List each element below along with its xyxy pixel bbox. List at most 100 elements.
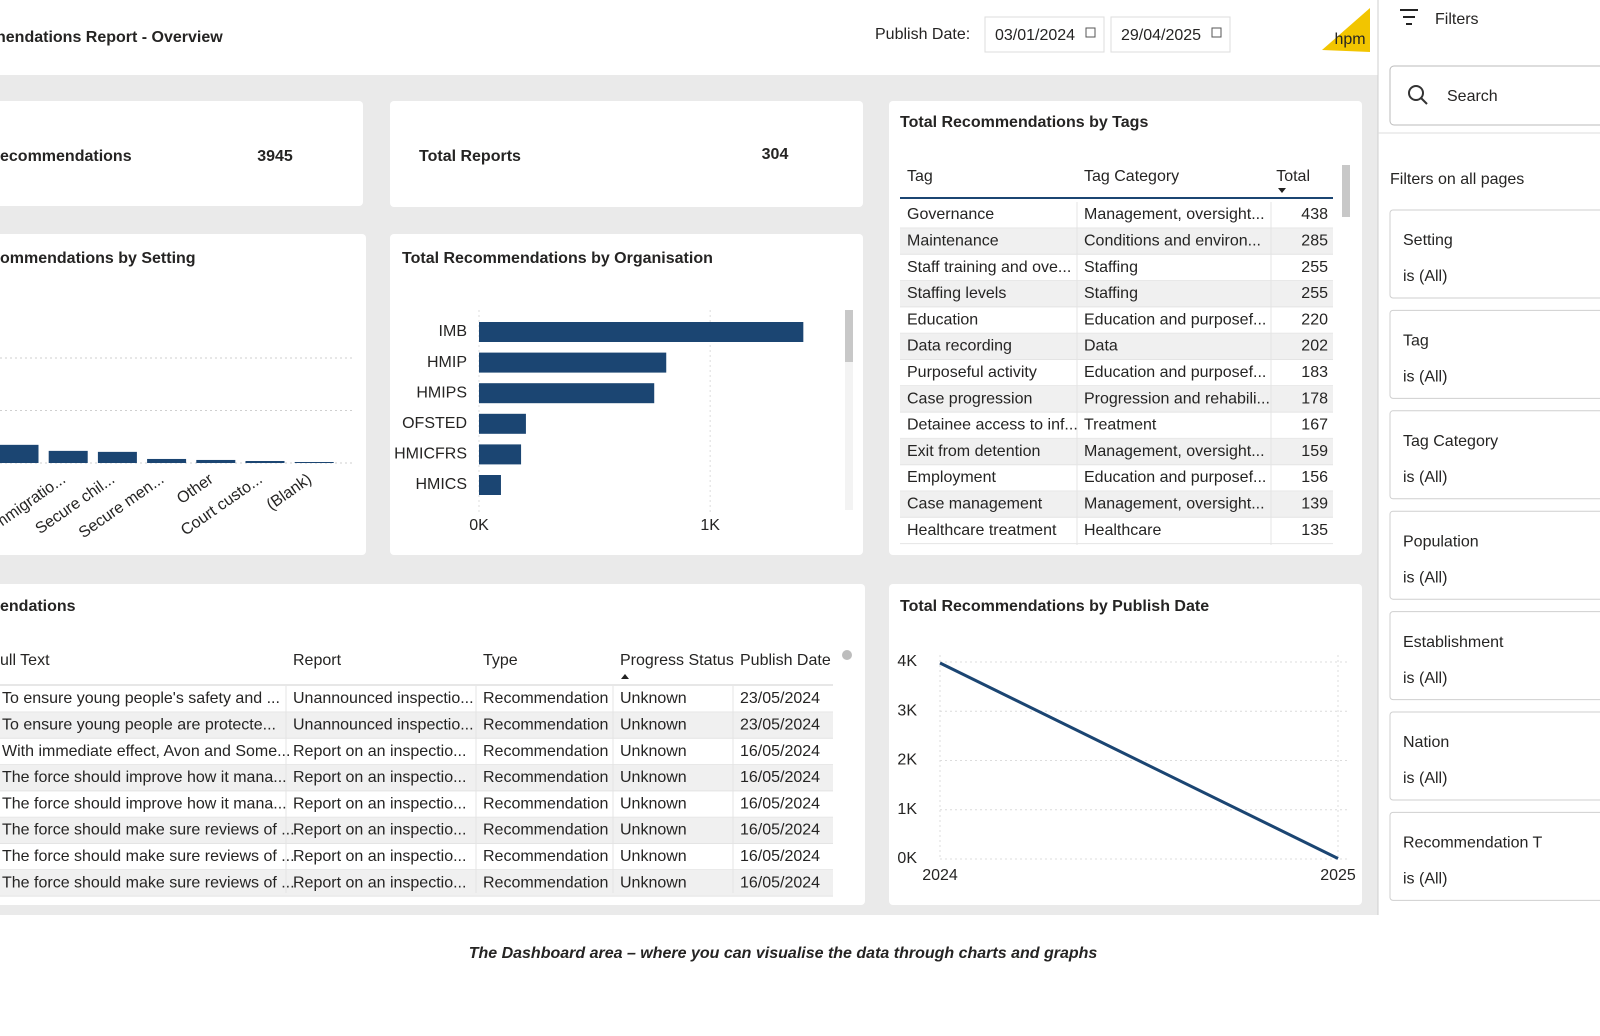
table-cell: Report on an inspectio... — [293, 822, 466, 839]
table-cell: Recommendation — [483, 743, 608, 760]
table-cell: 438 — [1301, 206, 1328, 223]
table-cell: 255 — [1301, 285, 1328, 302]
visual-panel — [390, 101, 863, 207]
scroll-indicator — [842, 650, 852, 660]
visual-panel — [0, 234, 366, 555]
table-cell: 16/05/2024 — [740, 769, 820, 786]
calendar-icon — [1085, 27, 1096, 38]
filter-name: Establishment — [1403, 634, 1504, 651]
row-band — [0, 870, 833, 897]
bar — [479, 322, 804, 342]
visual-panel — [889, 584, 1362, 905]
table-cell: The force should make sure reviews of ..… — [2, 874, 295, 891]
table-cell: Unknown — [620, 717, 687, 734]
table-cell: Unknown — [620, 795, 687, 812]
table-cell: Healthcare treatment — [907, 522, 1057, 539]
table-cell: Employment — [907, 469, 996, 486]
table-cell: 23/05/2024 — [740, 717, 820, 734]
table-cell: Treatment — [1084, 417, 1157, 434]
bar — [196, 459, 236, 463]
date-input[interactable] — [984, 16, 1105, 53]
bar — [0, 444, 39, 463]
table-cell: Unannounced inspectio... — [293, 690, 474, 707]
bar — [245, 461, 285, 463]
x-tick-label: 2025 — [1320, 867, 1356, 884]
row-band — [900, 491, 1333, 518]
y-tick-label: OFSTED — [402, 415, 467, 432]
column-header: Publish Date — [740, 652, 831, 669]
date-label: Publish Date: — [875, 26, 970, 43]
bar — [147, 458, 187, 463]
pane-title: Filters — [1435, 11, 1479, 28]
table-cell: Recommendation — [483, 769, 608, 786]
scrollbar-thumb[interactable] — [845, 310, 853, 362]
table-cell: 255 — [1301, 259, 1328, 276]
row-band — [0, 764, 833, 792]
scrollbar-thumb[interactable] — [1342, 165, 1350, 217]
search-box[interactable] — [1389, 65, 1600, 126]
y-tick-label: HMIP — [427, 354, 467, 371]
y-tick-label: HMICFRS — [394, 446, 467, 463]
table-cell: Detainee access to inf... — [907, 417, 1078, 434]
row-band — [900, 386, 1333, 413]
filter-name: Tag Category — [1403, 433, 1498, 450]
filter-card[interactable] — [1389, 410, 1600, 500]
table-cell: Recommendation — [483, 822, 608, 839]
y-tick-label: HMICS — [415, 476, 467, 493]
table-cell: 139 — [1301, 496, 1328, 513]
table-cell: Staffing — [1084, 285, 1138, 302]
table-cell: Unknown — [620, 769, 687, 786]
table-cell: With immediate effect, Avon and Some... — [2, 743, 290, 760]
column-header: Tag — [907, 168, 933, 185]
table-cell: Data recording — [907, 338, 1012, 355]
table-cell: Management, oversight... — [1084, 496, 1265, 513]
y-tick-label: IMB — [439, 323, 467, 340]
table-cell: Report on an inspectio... — [293, 874, 466, 891]
card-value: 3945 — [257, 148, 293, 165]
filter-card[interactable] — [1389, 309, 1600, 399]
report-title: nendations Report - Overview — [0, 29, 223, 46]
table-cell: 178 — [1301, 390, 1328, 407]
table-cell: Recommendation — [483, 690, 608, 707]
table-cell: Education and purposef... — [1084, 469, 1266, 486]
bar — [294, 462, 334, 463]
table-title: Total Recommendations by Tags — [900, 114, 1148, 131]
caption: The Dashboard area – where you can visua… — [469, 945, 1098, 962]
filter-card[interactable] — [1389, 711, 1600, 801]
search-icon — [1408, 85, 1424, 101]
date-value: 29/04/2025 — [1121, 27, 1201, 44]
filter-card[interactable] — [1389, 209, 1600, 299]
filter-card[interactable] — [1389, 510, 1600, 600]
filter-value: is (All) — [1403, 268, 1447, 285]
chart-title: Total Recommendations by Publish Date — [900, 598, 1209, 615]
date-input[interactable] — [1110, 16, 1231, 53]
table-cell: Education and purposef... — [1084, 311, 1266, 328]
row-band — [0, 817, 833, 844]
logo-shape — [1322, 8, 1370, 52]
table-cell: Unknown — [620, 874, 687, 891]
table-cell: 16/05/2024 — [740, 822, 820, 839]
sort-arrow — [1278, 188, 1286, 193]
table-cell: 16/05/2024 — [740, 874, 820, 891]
table-cell: 156 — [1301, 469, 1328, 486]
filter-name: Recommendation T — [1403, 835, 1543, 852]
table-cell: Unknown — [620, 690, 687, 707]
table-cell: 16/05/2024 — [740, 848, 820, 865]
search-icon — [1420, 97, 1428, 105]
logo-text: hpm — [1334, 31, 1365, 48]
table-cell: Staff training and ove... — [907, 259, 1071, 276]
column-header: ull Text — [0, 652, 50, 669]
filter-card[interactable] — [1389, 811, 1600, 901]
table-cell: Case progression — [907, 390, 1032, 407]
y-tick-label: HMIPS — [416, 384, 467, 401]
table-cell: The force should make sure reviews of ..… — [2, 848, 295, 865]
table-cell: Unannounced inspectio... — [293, 717, 474, 734]
x-tick-label: 2024 — [922, 867, 958, 884]
card-value: 304 — [762, 146, 789, 163]
bar — [97, 451, 137, 463]
filter-card[interactable] — [1389, 611, 1600, 701]
chart-title: Total Recommendations by Organisation — [402, 250, 713, 267]
row-band — [900, 333, 1333, 360]
chart-title: ommendations by Setting — [0, 250, 196, 267]
